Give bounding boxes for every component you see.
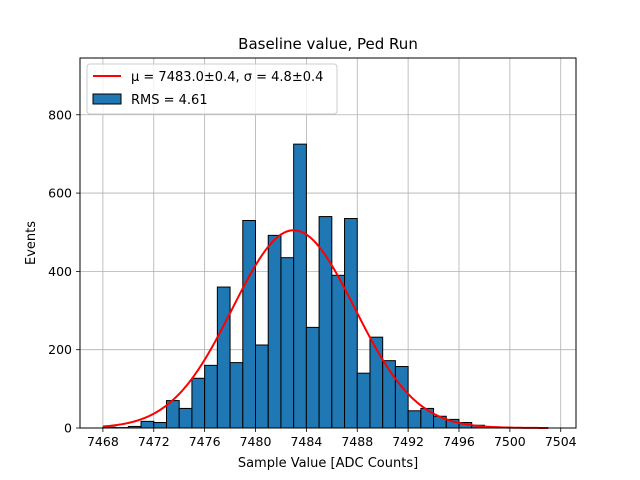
legend: μ = 7483.0±0.4, σ = 4.8±0.4 RMS = 4.61 [86, 63, 338, 115]
x-tick-label: 7488 [341, 434, 373, 449]
x-tick-label: 7496 [443, 434, 475, 449]
histogram-bar [216, 286, 231, 429]
x-axis-ticks: 7468 7472 7476 7480 7484 7488 7492 7496 7500 7504 [87, 428, 577, 449]
x-axis-label: Sample Value [ADC Counts] [238, 456, 418, 471]
histogram-bar [356, 372, 371, 429]
y-tick-label: 800 [48, 107, 72, 122]
histogram-bar [420, 407, 435, 429]
histogram-bar [153, 422, 167, 429]
legend-hist-swatch [92, 93, 122, 105]
y-tick-label: 200 [48, 342, 72, 357]
x-tick-label: 7480 [240, 434, 272, 449]
histogram-bar [407, 410, 422, 429]
legend-fit-label: μ = 7483.0±0.4, σ = 4.8±0.4 [131, 70, 323, 85]
histogram-bar [267, 234, 282, 429]
y-tick-label: 600 [48, 186, 72, 201]
y-tick-label: 0 [64, 421, 72, 436]
legend-hist-label: RMS = 4.61 [131, 93, 208, 108]
y-axis-label: Events [24, 221, 39, 265]
histogram-bar [394, 366, 409, 429]
plot-frame [79, 57, 577, 429]
histogram-bar [280, 257, 295, 429]
histogram-bar [293, 143, 307, 429]
histogram-bar [191, 377, 206, 429]
histogram-bar [242, 219, 257, 429]
histogram-bar [140, 420, 155, 429]
histogram-bar [331, 274, 346, 429]
histogram-bars [102, 143, 549, 429]
chart-title: Baseline value, Ped Run [238, 35, 418, 53]
y-tick-label: 400 [48, 264, 72, 279]
gaussian-fit-curve [102, 229, 549, 429]
x-tick-label: 7484 [290, 434, 322, 449]
x-tick-label: 7468 [87, 434, 119, 449]
histogram-bar [204, 364, 218, 429]
histogram-bar [255, 344, 269, 429]
x-tick-label: 7476 [189, 434, 221, 449]
histogram-bar [305, 326, 320, 429]
y-axis-ticks: 0 200 400 600 800 [48, 107, 80, 436]
histogram-bar [229, 362, 244, 429]
x-tick-label: 7500 [494, 434, 526, 449]
legend-box [86, 63, 338, 115]
x-tick-label: 7492 [392, 434, 424, 449]
histogram-bar [344, 218, 358, 429]
x-tick-label: 7472 [138, 434, 170, 449]
x-tick-label: 7504 [545, 434, 577, 449]
histogram-bar [178, 407, 193, 429]
